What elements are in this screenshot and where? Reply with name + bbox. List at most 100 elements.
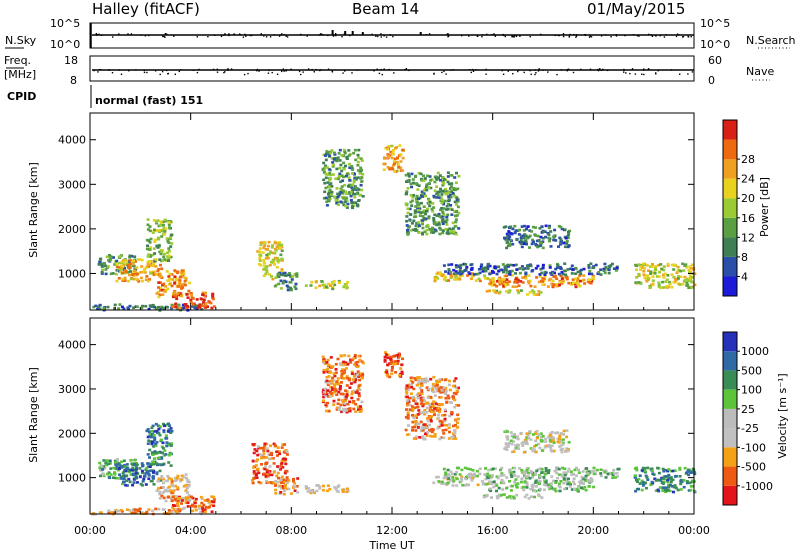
colorbar-tick-label: 4 [741, 270, 748, 283]
strip-dot [502, 73, 505, 75]
power-cell [588, 269, 592, 273]
power-cell [657, 263, 661, 267]
strip-dot [665, 34, 667, 36]
velocity-cell [512, 470, 516, 474]
velocity-cell [405, 384, 409, 387]
power-cell [128, 266, 131, 269]
velocity-cell [533, 445, 537, 448]
power-cell [450, 174, 454, 177]
velocity-cell [424, 432, 427, 436]
velocity-cell [336, 490, 340, 493]
power-cell [524, 271, 528, 275]
strip-dot [542, 69, 544, 71]
power-cell [614, 269, 618, 272]
velocity-cell [531, 433, 535, 436]
power-cell [457, 227, 461, 230]
power-cell [635, 276, 639, 279]
velocity-cell [421, 397, 425, 401]
power-cell [450, 188, 454, 191]
power-cell [407, 175, 411, 178]
power-cell [521, 276, 525, 279]
velocity-cell [342, 360, 346, 364]
power-cell [426, 174, 430, 178]
power-cell [341, 192, 345, 195]
power-cell [113, 306, 116, 310]
power-cell [424, 212, 428, 216]
power-cell [559, 225, 563, 229]
strip-dot [590, 36, 593, 38]
power-cell [463, 269, 467, 272]
velocity-cell [148, 465, 152, 468]
power-cell [583, 282, 587, 285]
velocity-cell [125, 479, 129, 482]
power-cell [324, 196, 328, 200]
power-cell [280, 249, 284, 252]
velocity-cell [534, 471, 538, 474]
strip-dot [638, 35, 640, 37]
velocity-cell [338, 387, 342, 390]
power-cell [419, 172, 423, 176]
strip-dot [502, 33, 504, 36]
power-cell [354, 201, 358, 204]
power-cell [417, 224, 421, 228]
power-cell [414, 197, 418, 201]
velocity-cell [562, 477, 566, 480]
velocity-cell [162, 422, 165, 426]
velocity-cell [502, 481, 506, 485]
velocity-cell [274, 444, 277, 447]
velocity-cell [657, 478, 661, 482]
velocity-cell [252, 451, 256, 455]
velocity-cell [662, 480, 666, 484]
strip-dot [263, 35, 265, 37]
velocity-cell [437, 380, 441, 383]
power-cell [552, 283, 556, 286]
power-cell [342, 197, 346, 200]
velocity-cell [429, 377, 433, 381]
strip-dot [242, 36, 245, 38]
velocity-cell [336, 377, 340, 380]
velocity-cell [672, 490, 675, 494]
power-cell [282, 273, 285, 277]
velocity-cell [322, 368, 326, 372]
power-cell [508, 235, 512, 239]
power-cell [418, 207, 422, 210]
power-cell [509, 263, 513, 267]
power-cell [599, 273, 603, 276]
velocity-cell [337, 398, 341, 402]
colorbar-tick-label: -500 [741, 461, 766, 474]
power-cell [356, 153, 360, 157]
velocity-cell [160, 476, 164, 480]
velocity-cell [413, 425, 417, 429]
velocity-cell [356, 405, 360, 409]
power-cell [404, 173, 408, 177]
power-cell [526, 280, 530, 283]
power-cell [541, 240, 545, 243]
velocity-cell [559, 448, 563, 451]
velocity-cell [667, 485, 671, 489]
power-cell [265, 265, 269, 268]
power-cell [445, 279, 448, 282]
power-cell [183, 283, 187, 287]
velocity-cell [341, 368, 345, 371]
power-cell [516, 278, 520, 282]
power-cell [647, 269, 650, 272]
power-cell [280, 268, 284, 271]
velocity-cell [348, 400, 352, 404]
strip-dot [610, 36, 612, 38]
power-cell [171, 295, 175, 299]
power-cell [121, 271, 125, 275]
power-cell [408, 207, 412, 211]
strip-dot [383, 68, 385, 70]
velocity-cell [599, 472, 603, 475]
velocity-cell [356, 360, 360, 364]
power-cell [502, 226, 506, 229]
velocity-cell [203, 510, 207, 514]
velocity-cell [554, 431, 558, 435]
velocity-cell [330, 388, 334, 391]
velocity-cell [270, 457, 274, 460]
velocity-cell [534, 473, 538, 476]
velocity-cell [562, 481, 566, 485]
power-cell [654, 265, 658, 268]
velocity-cell [268, 457, 271, 461]
velocity-cell [472, 472, 476, 476]
